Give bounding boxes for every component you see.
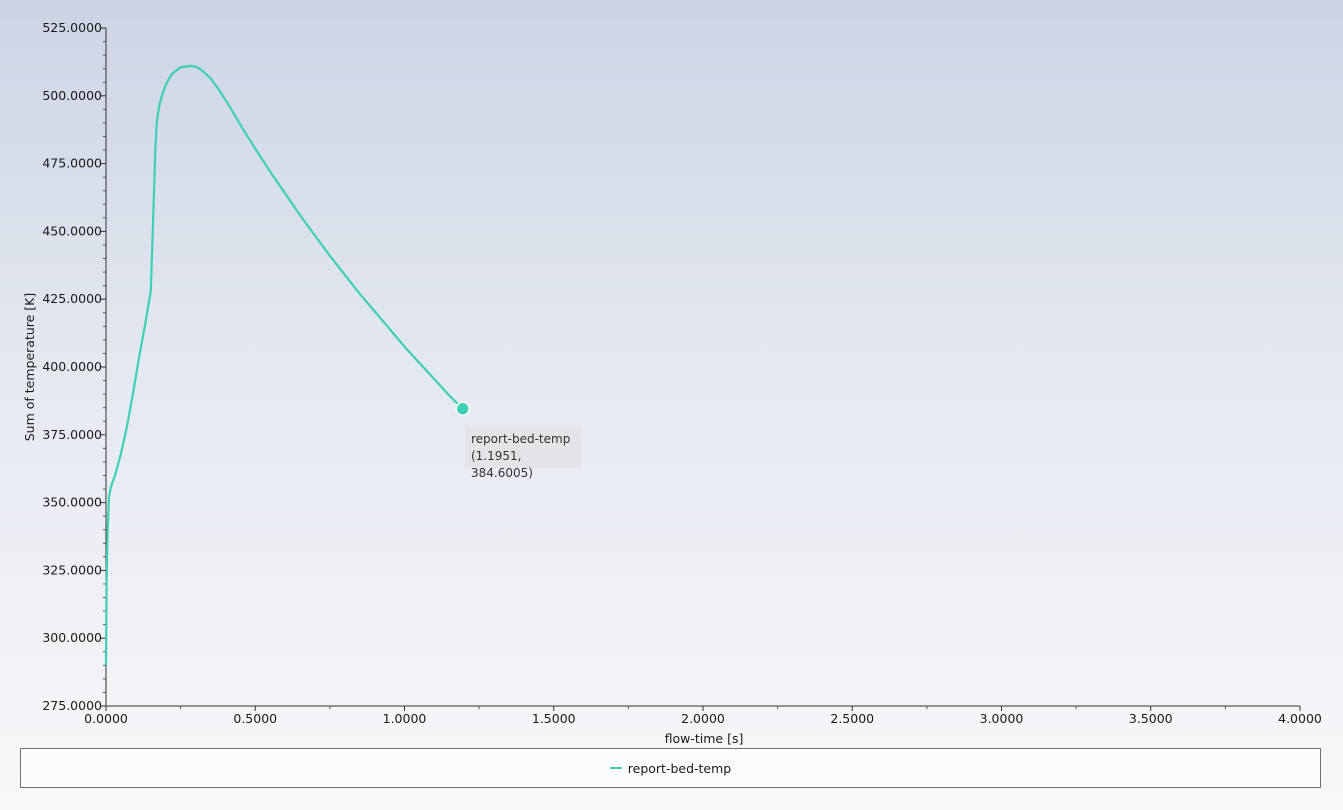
- y-tick-label: 425.0000: [42, 291, 102, 306]
- y-axis-title: Sum of temperature [K]: [22, 293, 37, 442]
- y-tick-label: 500.0000: [42, 88, 102, 103]
- x-tick-label: 0.0000: [84, 711, 128, 726]
- y-tick-label: 325.0000: [42, 562, 102, 577]
- y-tick-label: 400.0000: [42, 359, 102, 374]
- y-tick-label: 375.0000: [42, 427, 102, 442]
- line-chart: 275.0000 300.0000 325.0000 350.0000 375.0000…: [22, 20, 1322, 745]
- x-tick-label: 1.0000: [383, 711, 427, 726]
- x-axis-title: flow-time [s]: [665, 731, 744, 745]
- x-tick-label: 0.5000: [233, 711, 277, 726]
- x-tick-label: 1.5000: [532, 711, 576, 726]
- tooltip-series-name: report-bed-temp: [471, 432, 571, 446]
- x-tick-label: 2.0000: [681, 711, 725, 726]
- y-tick-label: 525.0000: [42, 20, 102, 35]
- y-tick-label: 275.0000: [42, 698, 102, 713]
- series-line-report-bed-temp[interactable]: [104, 64, 464, 666]
- x-tick-label: 3.5000: [1129, 711, 1173, 726]
- data-point-tooltip: report-bed-temp (1.1951, 384.6005): [465, 427, 581, 480]
- x-tick-label: 4.0000: [1278, 711, 1322, 726]
- x-tick-label: 2.5000: [830, 711, 874, 726]
- y-tick-label: 350.0000: [42, 495, 102, 510]
- x-tick-label: 3.0000: [980, 711, 1024, 726]
- tooltip-value: (1.1951, 384.6005): [471, 449, 533, 480]
- legend-item-label[interactable]: report-bed-temp: [627, 760, 732, 776]
- series-layer: [104, 64, 470, 666]
- legend-line-swatch-icon: [609, 767, 622, 769]
- highlighted-data-point[interactable]: [455, 401, 470, 417]
- y-tick-label: 450.0000: [42, 223, 102, 238]
- axes: 275.0000 300.0000 325.0000 350.0000 375.0000…: [42, 20, 1322, 726]
- y-tick-label: 475.0000: [42, 156, 102, 171]
- legend: report-bed-temp: [20, 748, 1321, 788]
- y-tick-label: 300.0000: [42, 630, 102, 645]
